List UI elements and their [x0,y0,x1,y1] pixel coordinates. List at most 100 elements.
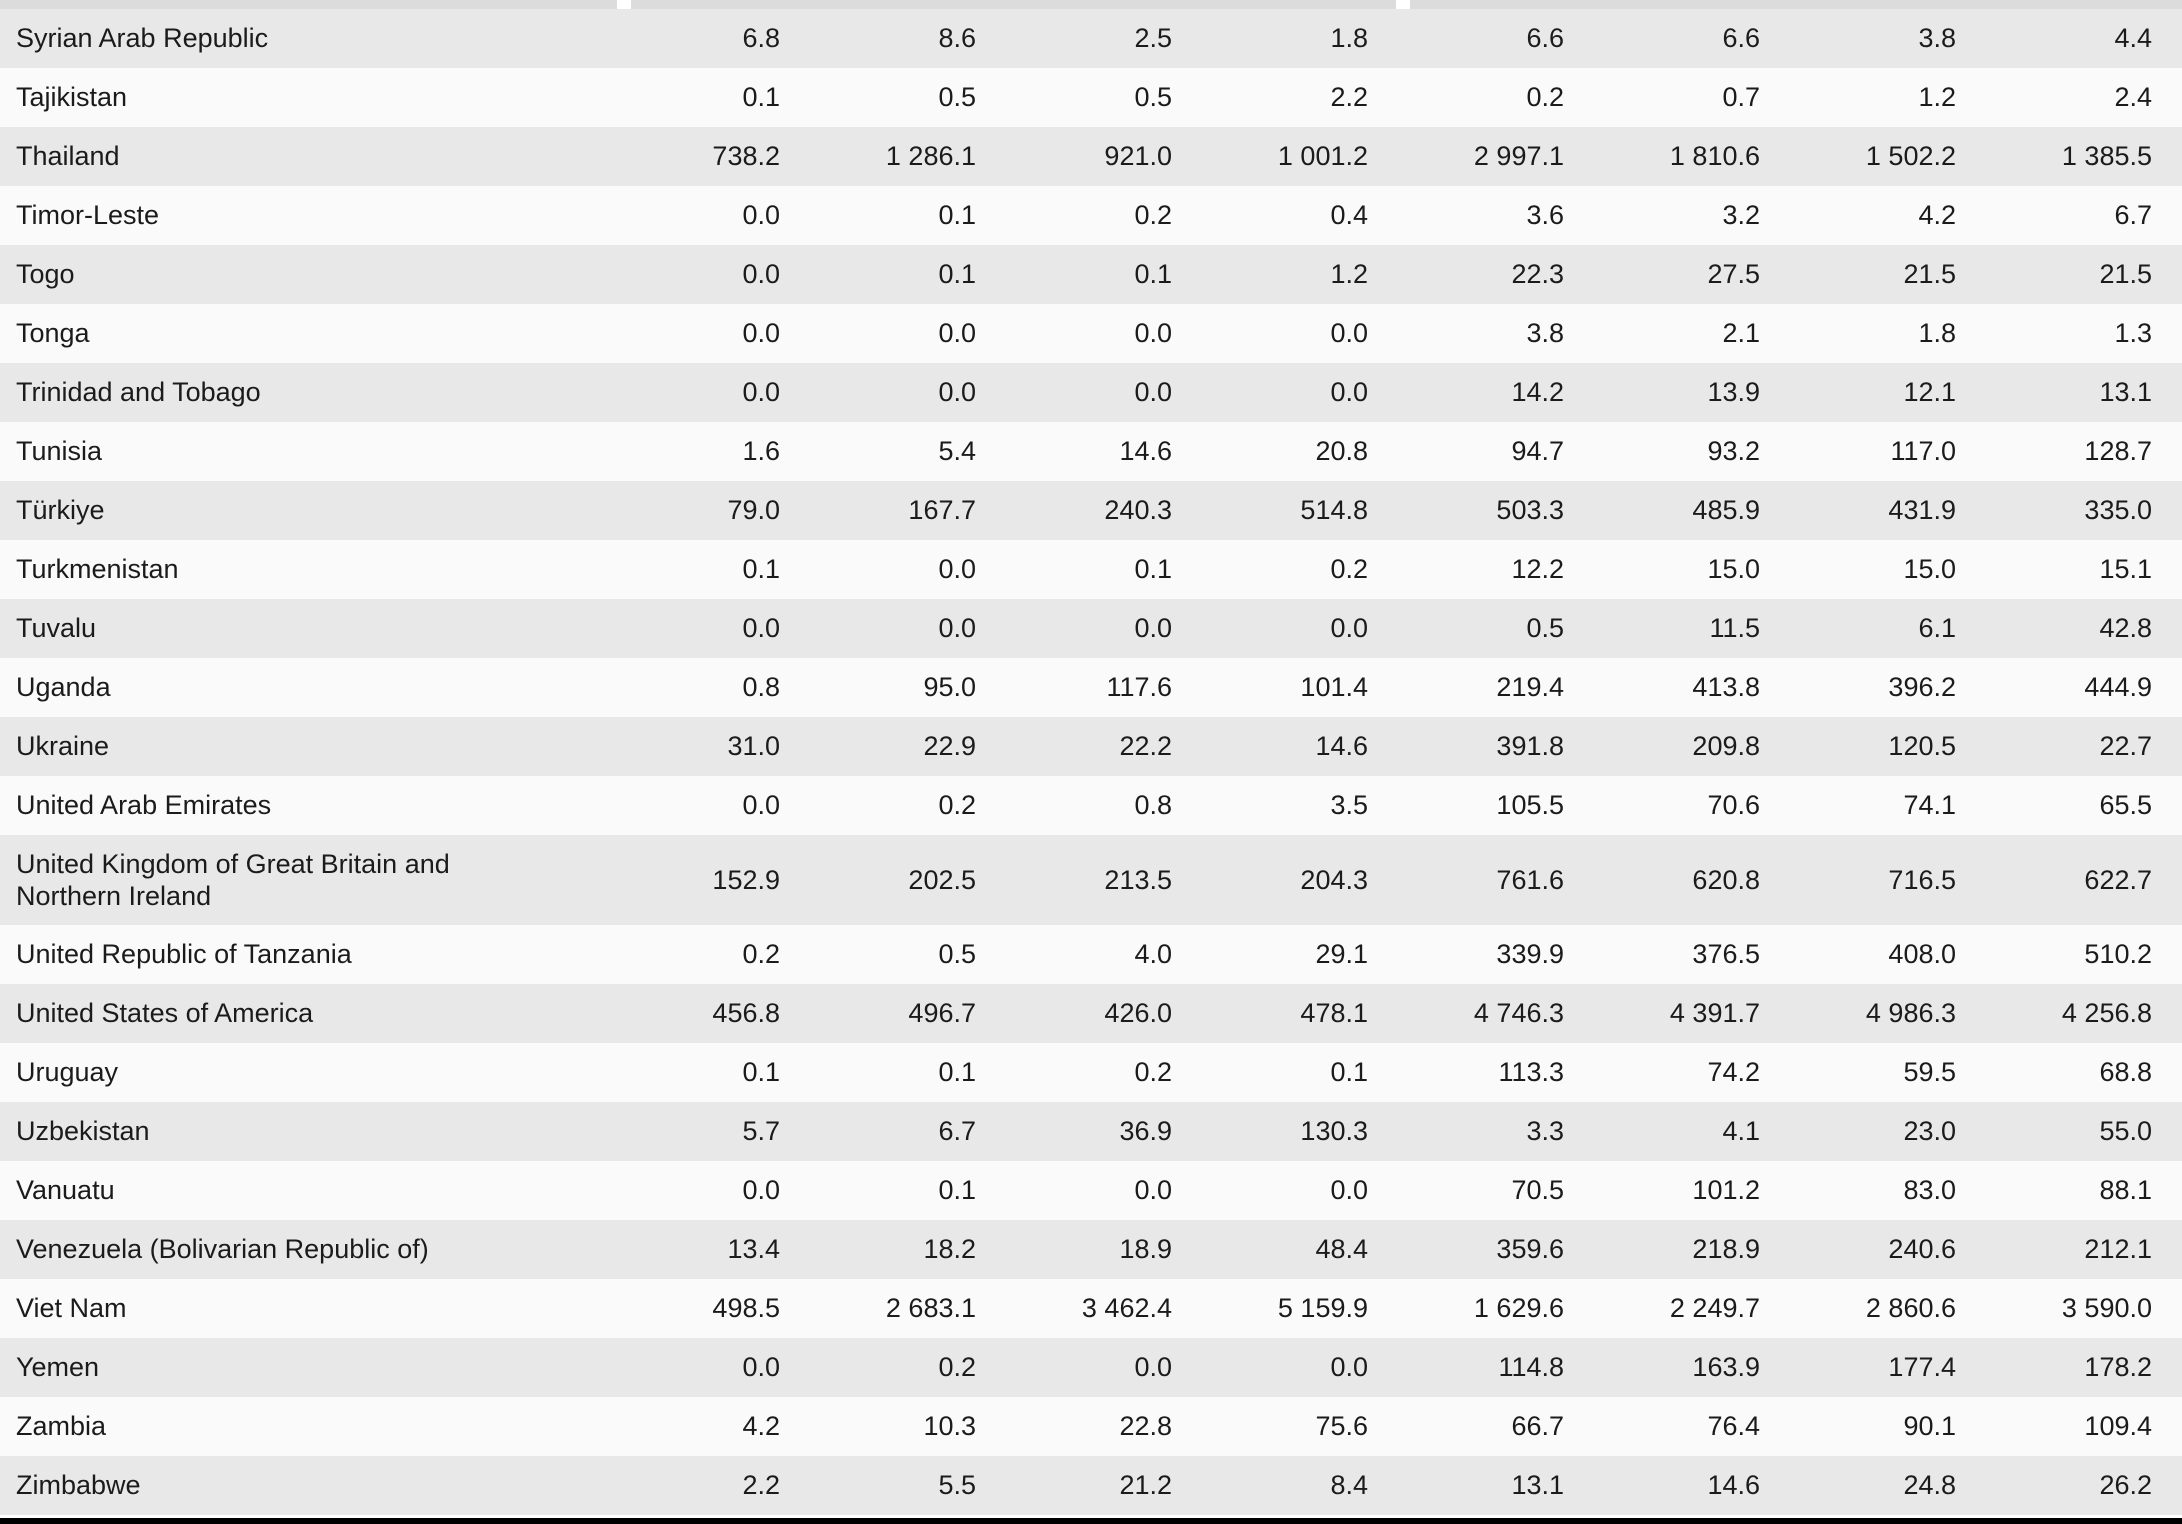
table-row: United States of America 456.8 496.7 426.0… [0,984,2182,1043]
column-group-gap [1396,0,1410,9]
value-cell: 4.2 [1918,200,1956,231]
value-cell: 15.0 [1707,554,1760,585]
value-cell: 55.0 [2099,1116,2152,1147]
value-cell: 3.8 [1526,318,1564,349]
value-cell: 1 629.6 [1473,1293,1564,1324]
value-cell: 29.1 [1315,939,1368,970]
value-cell: 0.0 [742,790,780,821]
value-cell: 22.3 [1511,259,1564,290]
value-cell: 212.1 [2084,1234,2152,1265]
country-name-cell: Syrian Arab Republic [0,22,584,54]
value-cell: 6.6 [1526,23,1564,54]
value-cell: 93.2 [1707,436,1760,467]
value-cell: 6.7 [2114,200,2152,231]
value-cell: 23.0 [1903,1116,1956,1147]
table-row: Zimbabwe 2.2 5.5 21.2 8.4 13.1 14.6 24.8 26.2 [0,1456,2182,1515]
value-cell: 0.1 [938,1175,976,1206]
value-cell: 485.9 [1692,495,1760,526]
value-cell: 0.0 [1330,1352,1368,1383]
value-cell: 20.8 [1315,436,1368,467]
value-cell: 0.1 [1134,259,1172,290]
value-cell: 0.1 [742,82,780,113]
value-cell: 204.3 [1300,864,1368,895]
value-cell: 113.3 [1498,1057,1564,1088]
value-cell: 761.6 [1496,864,1564,895]
value-cell: 1.8 [1918,318,1956,349]
value-cell: 21.5 [2099,259,2152,290]
value-cell: 76.4 [1707,1411,1760,1442]
country-name-cell: Yemen [0,1351,584,1383]
country-name-cell: Türkiye [0,494,584,526]
value-cell: 0.0 [742,1175,780,1206]
value-cell: 396.2 [1888,672,1956,703]
country-name-cell: Zimbabwe [0,1469,584,1501]
value-cell: 83.0 [1903,1175,1956,1206]
value-cell: 335.0 [2084,495,2152,526]
value-cell: 4 746.3 [1473,998,1564,1029]
value-cell: 90.1 [1903,1411,1956,1442]
value-cell: 12.2 [1511,554,1564,585]
value-cell: 13.1 [2099,377,2152,408]
table-row: Yemen 0.0 0.2 0.0 0.0 114.8 163.9 177.4 178.2 [0,1338,2182,1397]
value-cell: 2.2 [742,1470,780,1501]
value-cell: 359.6 [1496,1234,1564,1265]
value-cell: 0.2 [1330,554,1368,585]
value-cell: 0.1 [1330,1057,1368,1088]
value-cell: 0.5 [938,939,976,970]
value-cell: 14.6 [1119,436,1172,467]
value-cell: 0.1 [938,259,976,290]
value-cell: 1 286.1 [885,141,976,172]
table-row: Tuvalu 0.0 0.0 0.0 0.0 0.5 11.5 6.1 42.8 [0,599,2182,658]
country-name-cell: United Republic of Tanzania [0,938,584,970]
value-cell: 18.9 [1119,1234,1172,1265]
value-cell: 66.7 [1511,1411,1564,1442]
value-cell: 0.0 [1134,1175,1172,1206]
value-cell: 622.7 [2084,864,2152,895]
value-cell: 1.3 [2114,318,2152,349]
country-name-cell: Ukraine [0,730,584,762]
value-cell: 240.6 [1888,1234,1956,1265]
value-cell: 95.0 [923,672,976,703]
country-name-cell: United Arab Emirates [0,789,584,821]
value-cell: 0.0 [938,318,976,349]
table-row: Syrian Arab Republic 6.8 8.6 2.5 1.8 6.6 6.6 3… [0,9,2182,68]
country-name-cell: Vanuatu [0,1174,584,1206]
value-cell: 70.6 [1707,790,1760,821]
value-cell: 1.6 [742,436,780,467]
table-row: Ukraine 31.0 22.9 22.2 14.6 391.8 209.8 120.5 2… [0,717,2182,776]
table-row: Thailand 738.2 1 286.1 921.0 1 001.2 2 997.1… [0,127,2182,186]
value-cell: 152.9 [712,864,780,895]
value-cell: 0.0 [1134,1352,1172,1383]
value-cell: 2.5 [1134,23,1172,54]
value-cell: 0.1 [742,554,780,585]
value-cell: 3.8 [1918,23,1956,54]
value-cell: 178.2 [2084,1352,2152,1383]
value-cell: 5.4 [938,436,976,467]
value-cell: 0.1 [938,200,976,231]
value-cell: 3 462.4 [1081,1293,1172,1324]
value-cell: 1.8 [1330,23,1368,54]
value-cell: 0.1 [742,1057,780,1088]
value-cell: 74.2 [1707,1057,1760,1088]
value-cell: 13.9 [1707,377,1760,408]
value-cell: 2 997.1 [1473,141,1564,172]
value-cell: 36.9 [1119,1116,1172,1147]
value-cell: 6.1 [1918,613,1956,644]
value-cell: 15.0 [1903,554,1956,585]
value-cell: 444.9 [2084,672,2152,703]
header-strip-segment [631,0,1396,9]
value-cell: 1 001.2 [1277,141,1368,172]
value-cell: 0.2 [742,939,780,970]
value-cell: 26.2 [2099,1470,2152,1501]
value-cell: 4.0 [1134,939,1172,970]
value-cell: 75.6 [1315,1411,1368,1442]
value-cell: 68.8 [2099,1057,2152,1088]
value-cell: 408.0 [1888,939,1956,970]
country-name: United States of America [16,998,314,1029]
value-cell: 6.8 [742,23,780,54]
value-cell: 0.0 [742,613,780,644]
country-name-cell: Uzbekistan [0,1115,584,1147]
value-cell: 0.0 [742,200,780,231]
country-name-cell: Thailand [0,140,584,172]
value-cell: 0.8 [742,672,780,703]
